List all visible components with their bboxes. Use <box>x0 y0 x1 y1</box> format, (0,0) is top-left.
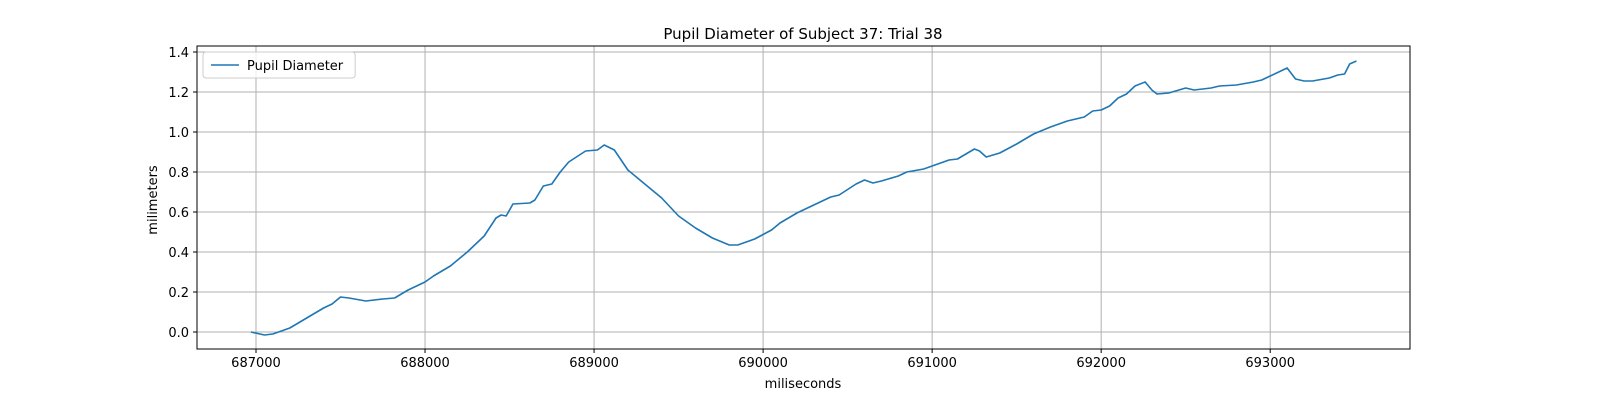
x-tick-label: 693000 <box>1245 356 1295 371</box>
x-axis-label: miliseconds <box>765 377 842 392</box>
y-tick-label: 1.2 <box>168 86 189 101</box>
x-tick-label: 692000 <box>1076 356 1126 371</box>
x-tick-label: 688000 <box>400 356 450 371</box>
x-tick-label: 690000 <box>738 356 788 371</box>
chart-title: Pupil Diameter of Subject 37: Trial 38 <box>663 25 942 43</box>
y-tick-label: 1.4 <box>168 46 189 61</box>
x-tick-label: 687000 <box>231 356 281 371</box>
y-tick-label: 0.4 <box>168 246 189 261</box>
y-axis-label: milimeters <box>146 165 161 235</box>
legend-label: Pupil Diameter <box>247 59 344 74</box>
data-line <box>250 60 1357 336</box>
x-tick-label: 689000 <box>569 356 619 371</box>
x-tick-label: 691000 <box>907 356 957 371</box>
plot-frame <box>196 45 1411 350</box>
y-tick-label: 0.2 <box>168 286 189 301</box>
y-tick-label: 0.8 <box>168 166 189 181</box>
legend: Pupil Diameter <box>202 51 356 79</box>
y-tick-label: 1.0 <box>168 126 189 141</box>
legend-box <box>202 51 356 79</box>
y-tick-label: 0.0 <box>168 326 189 341</box>
y-tick-label: 0.6 <box>168 206 189 221</box>
